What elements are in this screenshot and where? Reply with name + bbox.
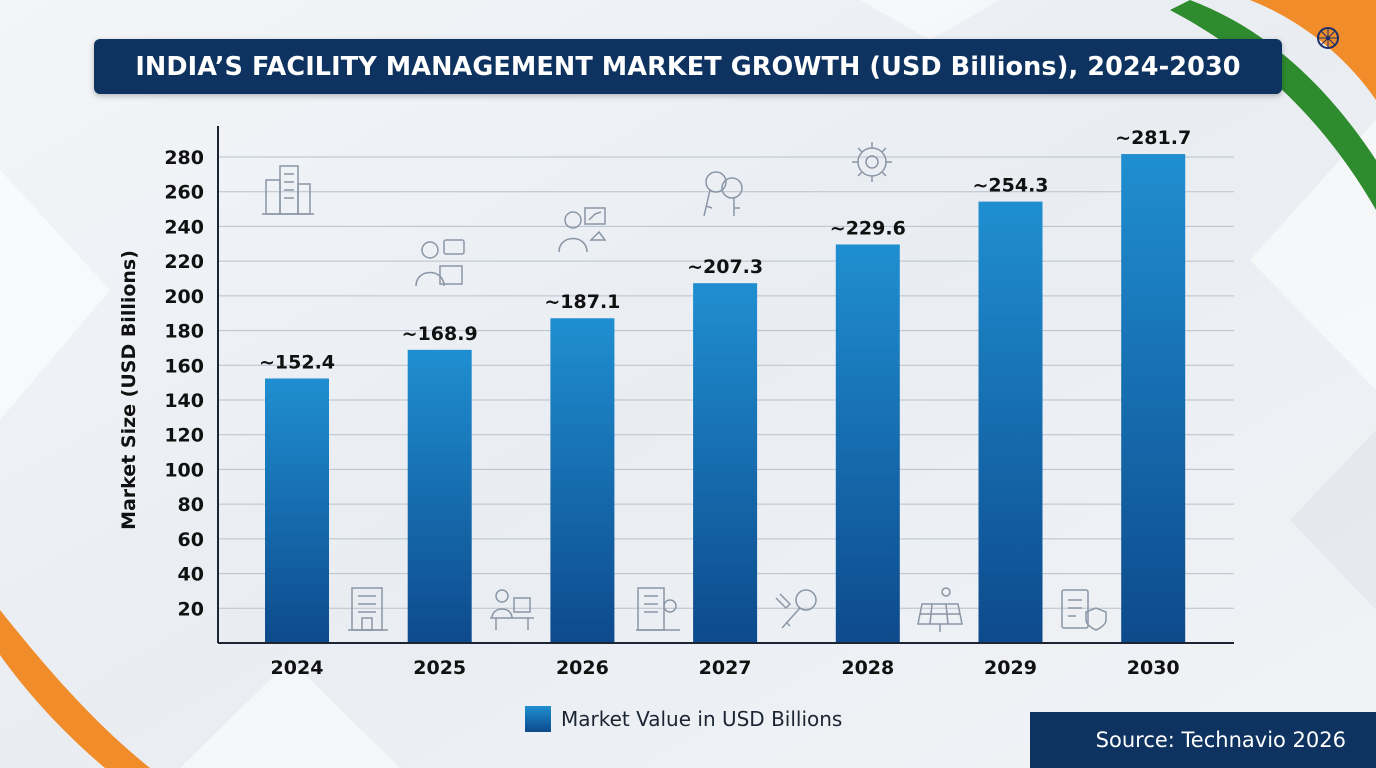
data-labels: ~152.4 ~168.9 ~187.1 ~207.3 ~229.6 ~254.3 ~281…: [259, 127, 1191, 373]
data-label: ~152.4: [259, 351, 335, 373]
wrench-key-icon: [775, 589, 817, 629]
y-tick-label: 100: [164, 459, 204, 481]
data-label: ~207.3: [687, 256, 763, 278]
solar-panel-icon: [917, 587, 963, 632]
gear-icon: [852, 142, 892, 182]
keys-icon: [703, 171, 743, 217]
data-label: ~229.6: [830, 217, 906, 239]
legend-label: Market Value in USD Billions: [561, 707, 843, 731]
y-tick-label: 260: [164, 182, 204, 204]
bar-2029: [978, 201, 1043, 644]
y-tick-label: 240: [164, 216, 204, 238]
x-tick-label: 2027: [699, 657, 752, 679]
y-tick-label: 80: [178, 494, 204, 516]
data-label: ~281.7: [1115, 127, 1191, 149]
axes: [217, 126, 1234, 644]
buildings-icon: [262, 165, 314, 215]
source-text: Source: Technavio 2026: [1095, 728, 1346, 752]
y-tick-label: 200: [164, 286, 204, 308]
legend-swatch: [525, 706, 551, 732]
bar-2026: [550, 318, 615, 643]
office-worker-icon: [415, 239, 465, 287]
decorative-icons: [262, 142, 1107, 632]
saffron-arc-top-right: [1250, 0, 1376, 100]
legend: Market Value in USD Billions: [525, 706, 842, 732]
y-tick-label: 40: [178, 564, 204, 586]
x-tick-label: 2030: [1127, 657, 1180, 679]
y-tick-label: 60: [178, 529, 204, 551]
chart-title: INDIA’S FACILITY MANAGEMENT MARKET GROWT…: [135, 51, 1241, 82]
desk-worker-icon: [490, 589, 534, 630]
bars: [265, 154, 1186, 644]
y-tick-label: 180: [164, 321, 204, 343]
y-axis-label: Market Size (USD Billions): [118, 250, 140, 530]
data-label: ~187.1: [544, 291, 620, 313]
y-tick-label: 20: [178, 598, 204, 620]
y-tick-label: 220: [164, 251, 204, 273]
bar-2025: [407, 349, 472, 643]
data-label: ~168.9: [402, 323, 478, 345]
x-tick-labels: 2024 2025 2026 2027 2028 2029 2030: [271, 657, 1180, 679]
y-tick-label: 140: [164, 390, 204, 412]
growth-icon: [558, 207, 607, 253]
bar-2030: [1121, 154, 1186, 643]
y-tick-label: 120: [164, 425, 204, 447]
checklist-shield-icon: [1061, 589, 1107, 631]
y-tick-labels: 20 40 60 80 100 120 140 160 180 200 220 240 260 280: [164, 147, 204, 620]
x-tick-label: 2026: [556, 657, 609, 679]
bar-2027: [693, 283, 758, 643]
source-box: Source: Technavio 2026: [1030, 712, 1376, 768]
title-bar: INDIA’S FACILITY MANAGEMENT MARKET GROWT…: [94, 39, 1282, 94]
data-label: ~254.3: [972, 175, 1048, 197]
y-tick-label: 160: [164, 355, 204, 377]
y-tick-label: 280: [164, 147, 204, 169]
x-tick-label: 2029: [984, 657, 1037, 679]
saffron-arc-bottom-left: [0, 610, 150, 768]
building-icon: [348, 587, 388, 631]
building-gear-icon: [636, 587, 680, 631]
bar-2024: [265, 378, 329, 643]
x-tick-label: 2024: [271, 657, 324, 679]
x-tick-label: 2028: [841, 657, 894, 679]
green-arc-top-right: [1170, 0, 1376, 210]
x-tick-label: 2025: [413, 657, 466, 679]
bar-2028: [835, 244, 900, 644]
ashoka-chakra-icon: [1317, 27, 1339, 49]
